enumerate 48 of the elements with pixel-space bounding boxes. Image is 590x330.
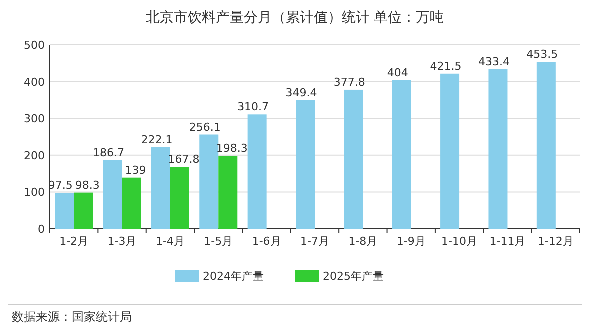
bar: [440, 74, 460, 229]
source-note: 数据来源：国家统计局: [12, 310, 132, 324]
bar: [122, 178, 142, 229]
bar: [151, 147, 170, 229]
data-label: 186.7: [93, 146, 125, 160]
data-label: 421.5: [430, 60, 462, 73]
data-label: 453.5: [526, 48, 558, 62]
y-tick-label: 0: [38, 223, 45, 236]
x-tick-label: 1-8月: [348, 235, 378, 248]
bar: [344, 90, 364, 229]
y-tick-label: 200: [24, 149, 45, 162]
x-tick-label: 1-11月: [490, 235, 526, 248]
data-label: 433.4: [478, 56, 510, 69]
data-label: 377.8: [334, 76, 366, 89]
bar: [170, 167, 190, 229]
data-label: 139: [125, 164, 146, 177]
bar: [55, 193, 74, 229]
bar: [74, 192, 94, 229]
bar: [248, 114, 267, 229]
legend-label: 2025年产量: [323, 270, 384, 283]
chart-title: 北京市饮料产量分月（累计值）统计 单位：万吨: [146, 10, 444, 26]
bar: [488, 70, 508, 229]
x-tick-label: 1-5月: [204, 235, 234, 248]
x-tick-label: 1-7月: [300, 235, 330, 248]
data-label: 310.7: [238, 100, 270, 114]
y-tick-label: 500: [24, 39, 45, 52]
x-tick-label: 1-3月: [108, 235, 137, 248]
x-tick-label: 1-9月: [396, 235, 426, 248]
x-tick-label: 1-4月: [156, 235, 185, 248]
bar: [296, 100, 315, 229]
x-tick-label: 1-6月: [252, 235, 282, 248]
y-tick-label: 300: [24, 112, 45, 126]
bar: [218, 156, 238, 229]
bar: [103, 160, 122, 229]
data-label: 98.3: [75, 178, 100, 192]
x-tick-label: 1-10月: [442, 235, 478, 248]
bar: [200, 134, 219, 229]
y-tick-label: 400: [24, 76, 45, 89]
bar: [392, 80, 412, 229]
bar: [536, 62, 556, 229]
data-label: 404: [387, 66, 408, 80]
data-label: 222.1: [141, 133, 173, 146]
legend-label: 2024年产量: [203, 270, 264, 283]
x-tick-label: 1-12月: [538, 235, 574, 248]
data-label: 256.1: [189, 120, 221, 134]
y-tick-label: 100: [24, 186, 45, 200]
x-tick-label: 1-2月: [60, 235, 89, 248]
data-label: 349.4: [286, 86, 318, 100]
